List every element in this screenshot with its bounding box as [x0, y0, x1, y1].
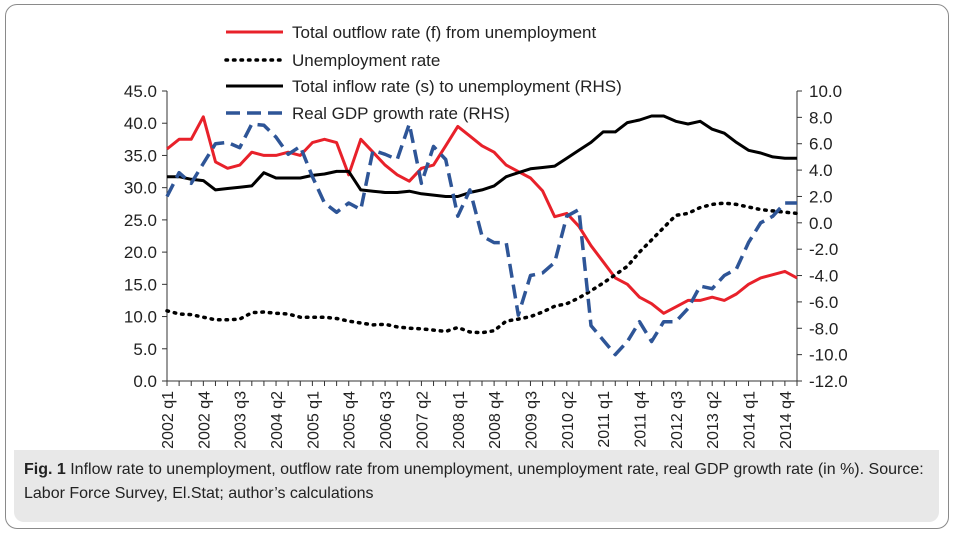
x-tick-label: 2002 q1 [160, 391, 177, 449]
x-tick-label: 2003 q3 [233, 391, 250, 449]
y-right-tick-label: -10.0 [809, 346, 848, 365]
x-tick-label: 2012 q3 [669, 391, 686, 449]
legend-label-2: Unemployment rate [292, 51, 440, 70]
x-tick-label: 2011 q1 [596, 391, 613, 448]
y-left-tick-label: 35.0 [124, 146, 157, 165]
x-tick-label: 2009 q3 [523, 391, 540, 449]
y-left-tick-label: 40.0 [124, 114, 157, 133]
x-tick-label: 2013 q2 [705, 391, 722, 449]
figure-caption: Fig. 1 Inflow rate to unemployment, outf… [14, 450, 939, 522]
x-tick-label: 2011 q4 [633, 391, 650, 448]
x-tick-label: 2008 q4 [487, 391, 504, 449]
y-left-tick-label: 5.0 [133, 340, 157, 359]
x-tick-label: 2007 q2 [414, 391, 431, 449]
x-tick-label: 2008 q1 [451, 391, 468, 449]
x-tick-label: 2004 q2 [269, 391, 286, 449]
y-right-tick-label: 6.0 [809, 135, 833, 154]
y-right-tick-label: 2.0 [809, 187, 833, 206]
legend-label-4: Real GDP growth rate (RHS) [292, 104, 510, 123]
x-tick-label: 2014 q4 [778, 391, 795, 449]
y-left-tick-label: 15.0 [124, 275, 157, 294]
y-right-tick-label: 8.0 [809, 108, 833, 127]
series-line-1 [166, 115, 798, 315]
series-line-4 [165, 122, 797, 357]
y-right-tick-label: 0.0 [809, 214, 833, 233]
y-right-tick-label: -12.0 [809, 372, 848, 391]
series-line-3 [167, 114, 797, 198]
y-right-tick-label: -4.0 [809, 267, 838, 286]
y-right-tick-label: 10.0 [809, 82, 842, 101]
line-chart: Total outflow rate (f) from unemployment… [124, 23, 848, 449]
legend-label-3: Total inflow rate (s) to unemployment (R… [292, 77, 622, 96]
chart-axes: 0.0 5.0 10.0 15.0 20.0 25.0 30.0 35.0 40.0 45.0 -1… [124, 82, 848, 449]
y-left-tick-label: 20.0 [124, 243, 157, 262]
y-left-tick-label: 0.0 [133, 372, 157, 391]
y-right-tick-label: 4.0 [809, 161, 833, 180]
chart-series [165, 114, 799, 357]
x-tick-label: 2002 q4 [196, 391, 213, 449]
x-tick-label: 2014 q1 [742, 391, 759, 449]
legend-label-1: Total outflow rate (f) from unemployment [292, 23, 597, 42]
chart-legend: Total outflow rate (f) from unemployment… [224, 23, 622, 123]
caption-text: Inflow rate to unemployment, outflow rat… [24, 461, 924, 502]
series-line-2 [165, 201, 799, 335]
y-right-tick-label: -6.0 [809, 293, 838, 312]
y-left-tick-label: 30.0 [124, 179, 157, 198]
x-tick-label: 2010 q2 [560, 391, 577, 449]
y-left-tick-label: 25.0 [124, 211, 157, 230]
x-tick-label: 2005 q4 [342, 391, 359, 449]
y-left-tick-label: 10.0 [124, 308, 157, 327]
y-left-tick-label: 45.0 [124, 82, 157, 101]
y-right-tick-label: -8.0 [809, 319, 838, 338]
x-tick-label: 2006 q3 [378, 391, 395, 449]
caption-label: Fig. 1 [24, 461, 66, 478]
y-right-tick-label: -2.0 [809, 240, 838, 259]
x-tick-label: 2005 q1 [305, 391, 322, 449]
